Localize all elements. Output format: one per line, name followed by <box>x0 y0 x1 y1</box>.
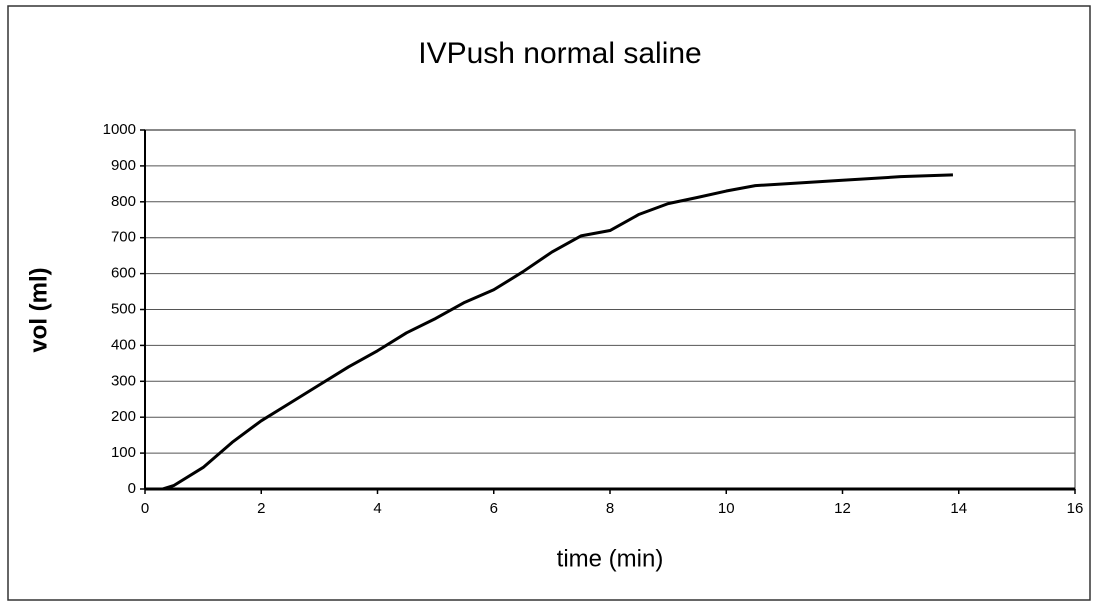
x-tick-label: 2 <box>257 500 265 517</box>
y-tick-label: 300 <box>111 372 136 389</box>
y-tick-label: 900 <box>111 157 136 174</box>
x-tick-label: 12 <box>834 500 851 517</box>
y-tick-label: 500 <box>111 300 136 317</box>
x-tick-label: 4 <box>373 500 381 517</box>
x-tick-label: 8 <box>606 500 614 517</box>
y-axis-label: vol (ml) <box>25 267 52 352</box>
x-tick-label: 16 <box>1067 500 1084 517</box>
x-tick-label: 0 <box>141 500 149 517</box>
x-tick-label: 10 <box>718 500 735 517</box>
y-tick-label: 1000 <box>103 121 136 138</box>
x-tick-label: 14 <box>950 500 967 517</box>
x-axis-label: time (min) <box>557 545 664 572</box>
y-tick-label: 600 <box>111 265 136 282</box>
x-tick-label: 6 <box>490 500 498 517</box>
y-tick-label: 100 <box>111 444 136 461</box>
y-tick-label: 200 <box>111 408 136 425</box>
y-tick-label: 0 <box>128 480 136 497</box>
data-line <box>161 173 953 491</box>
y-tick-label: 800 <box>111 193 136 210</box>
y-tick-label: 400 <box>111 336 136 353</box>
chart-title: IVPush normal saline <box>418 37 701 70</box>
y-tick-label: 700 <box>111 229 136 246</box>
